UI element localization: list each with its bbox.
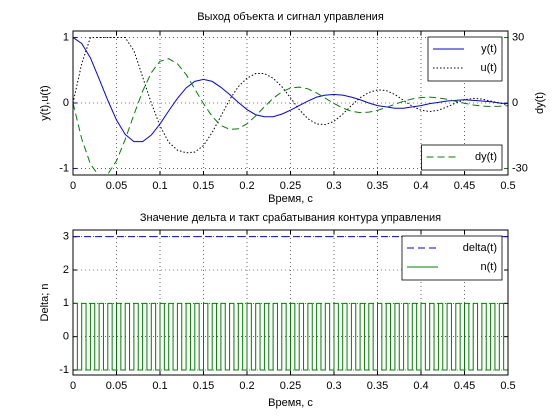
axes-box bbox=[72, 30, 509, 176]
x-axis-label: Время, с bbox=[268, 397, 313, 409]
x-tick-label: 0.3 bbox=[326, 180, 341, 192]
legend-label: u(t) bbox=[481, 62, 498, 74]
x-tick-label: 0.05 bbox=[106, 380, 127, 392]
y2-axis-label: dy(t) bbox=[534, 92, 546, 114]
x-tick-label: 0 bbox=[70, 380, 76, 392]
y2-tick-label: 30 bbox=[512, 31, 524, 43]
x-tick-label: 0.1 bbox=[152, 180, 167, 192]
x-tick-label: 0.35 bbox=[367, 380, 388, 392]
x-tick-label: 0.2 bbox=[239, 380, 254, 392]
y-tick-label: -1 bbox=[59, 162, 69, 174]
x-tick-label: 0.45 bbox=[454, 380, 475, 392]
y-tick-label: 1 bbox=[63, 297, 69, 309]
chart-title: Выход объекта и сигнал управления bbox=[197, 11, 384, 23]
y-tick-label: 2 bbox=[63, 264, 69, 276]
x-tick-label: 0.15 bbox=[193, 380, 214, 392]
y-tick-label: 0 bbox=[63, 331, 69, 343]
y-tick-label: 3 bbox=[63, 231, 69, 243]
y-tick-label: -1 bbox=[59, 364, 69, 376]
axes-box bbox=[72, 229, 509, 376]
x-tick-label: 0.25 bbox=[280, 180, 301, 192]
legend-label: delta(t) bbox=[463, 242, 497, 254]
y2-tick-label: -30 bbox=[512, 162, 528, 174]
chart-title: Значение дельта и такт срабатывания конт… bbox=[140, 212, 441, 224]
x-axis-label: Время, с bbox=[268, 193, 313, 205]
x-tick-label: 0.25 bbox=[280, 380, 301, 392]
x-tick-label: 0.05 bbox=[106, 180, 127, 192]
series-line bbox=[73, 37, 508, 154]
legend-box bbox=[421, 144, 503, 171]
x-tick-label: 0.3 bbox=[326, 380, 341, 392]
legend-label: n(t) bbox=[481, 261, 498, 273]
x-tick-label: 0.15 bbox=[193, 180, 214, 192]
y-tick-label: 0 bbox=[63, 97, 69, 109]
y-tick-label: 1 bbox=[63, 31, 69, 43]
series-line bbox=[73, 302, 508, 371]
x-tick-label: 0.2 bbox=[239, 180, 254, 192]
y2-tick-label: 0 bbox=[512, 97, 518, 109]
legend-label: dy(t) bbox=[475, 151, 497, 163]
x-tick-label: 0.4 bbox=[413, 380, 428, 392]
series-line bbox=[73, 37, 508, 143]
legend-box bbox=[427, 36, 503, 82]
x-tick-label: 0.5 bbox=[500, 180, 515, 192]
x-tick-label: 0.1 bbox=[152, 380, 167, 392]
x-tick-label: 0 bbox=[70, 180, 76, 192]
x-tick-label: 0.5 bbox=[500, 380, 515, 392]
series-line bbox=[73, 58, 508, 175]
y-axis-label: y(t),u(t) bbox=[39, 85, 51, 120]
x-tick-label: 0.45 bbox=[454, 180, 475, 192]
legend-box bbox=[401, 235, 503, 281]
x-tick-label: 0.35 bbox=[367, 180, 388, 192]
x-tick-label: 0.4 bbox=[413, 180, 428, 192]
y-axis-label: Delta; n bbox=[39, 284, 51, 322]
legend-label: y(t) bbox=[481, 43, 497, 55]
